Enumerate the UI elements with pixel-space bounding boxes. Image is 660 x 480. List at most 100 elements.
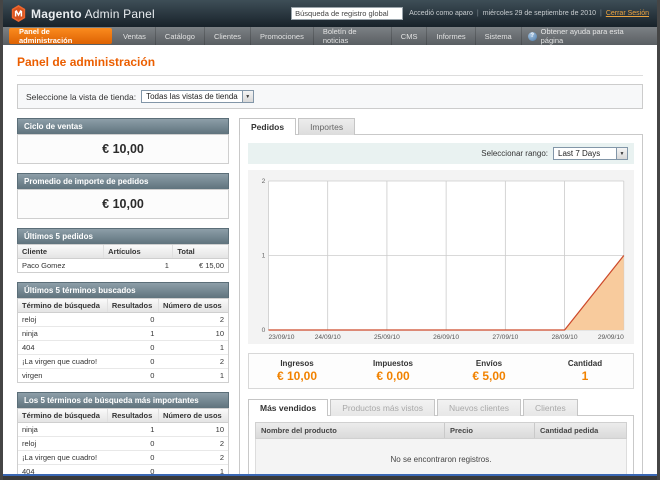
lifetime-sales-value: € 10,00 (102, 142, 144, 156)
svg-text:27/09/10: 27/09/10 (492, 334, 518, 341)
window-bottom-frame (3, 476, 657, 480)
nav-items: Panel de administración Ventas Catálogo Cli… (7, 27, 522, 45)
tab-productos-mas-vistos[interactable]: Productos más vistos (330, 399, 435, 416)
window-bottom-accent (3, 474, 657, 476)
table-cell: 0 (107, 436, 159, 451)
nav-item-cms[interactable]: CMS (392, 27, 428, 45)
dashboard-content: Panel de administración Seleccione la vi… (3, 45, 657, 474)
tab-importes[interactable]: Importes (298, 118, 356, 135)
help-link-label: Obtener ayuda para esta página (540, 27, 624, 45)
last-search-terms-title: Últimos 5 términos buscados (17, 282, 229, 298)
table-cell: reloj (18, 312, 108, 327)
table-cell: 1 (158, 368, 228, 382)
svg-text:24/09/10: 24/09/10 (315, 334, 341, 341)
table-cell: 10 (158, 422, 228, 437)
global-search-input[interactable] (291, 7, 404, 20)
nav-item-sistema[interactable]: Sistema (476, 27, 522, 45)
table-cell: 0 (107, 312, 159, 327)
store-view-switcher: Seleccione la vista de tienda: Todas las… (17, 84, 643, 109)
column-price: Precio (444, 423, 534, 438)
average-orders-title: Promedio de importe de pedidos (17, 173, 229, 189)
tab-clientes[interactable]: Clientes (523, 399, 578, 416)
svg-text:25/09/10: 25/09/10 (374, 334, 400, 341)
svg-text:23/09/10: 23/09/10 (268, 334, 294, 341)
nav-item-informes[interactable]: Informes (427, 27, 476, 45)
svg-text:1: 1 (262, 253, 266, 260)
range-selector-bar: Seleccionar rango: Last 7 Days ▼ (248, 143, 634, 164)
stat-label: Cantidad (567, 359, 603, 368)
table-cell: reloj (18, 436, 108, 451)
nav-item-boletin-de-noticias[interactable]: Boletín de noticias (314, 27, 392, 45)
table-cell: 0 (107, 340, 159, 355)
table-cell: virgen (18, 368, 108, 382)
stat-cantidad: Cantidad 1 (537, 359, 633, 383)
table-cell: 0 (107, 464, 159, 474)
top-search-terms-table: Término de búsqueda Resultados Número de u… (18, 409, 228, 474)
tab-mas-vendidos[interactable]: Más vendidos (248, 399, 329, 417)
table-row: Paco Gomez 1 € 15,00 (18, 258, 228, 272)
chart-tabs: Pedidos Importes (239, 118, 643, 136)
store-view-select[interactable]: Todas las vistas de tienda ▼ (141, 90, 254, 103)
orders-chart-panel: Seleccionar rango: Last 7 Days ▼ 0 1 2 23/0… (239, 134, 643, 474)
bottom-tabs: Más vendidos Productos más vistos Nuevos c… (248, 399, 634, 417)
column-cliente: Cliente (18, 245, 105, 259)
table-row: ¡La virgen que cuadro! 0 2 (18, 354, 228, 369)
column-termino-de-busqueda: Término de búsqueda (18, 409, 108, 423)
table-cell: ¡La virgen que cuadro! (18, 450, 108, 465)
nav-item-ventas[interactable]: Ventas (114, 27, 156, 45)
nav-item-promociones[interactable]: Promociones (251, 27, 314, 45)
table-cell: 2 (158, 450, 228, 465)
table-cell: 1 (158, 340, 228, 355)
table-cell: Paco Gomez (18, 258, 104, 272)
lifetime-sales-title: Ciclo de ventas (17, 118, 229, 134)
table-cell: 404 (18, 464, 108, 474)
tab-pedidos[interactable]: Pedidos (239, 118, 297, 136)
store-view-label: Seleccione la vista de tienda: (26, 91, 137, 102)
stat-value: € 5,00 (472, 369, 506, 383)
magento-logo: Magento Admin Panel (11, 5, 155, 22)
nav-item-panel-de-administracion[interactable]: Panel de administración (9, 27, 112, 45)
table-cell: 0 (107, 368, 159, 382)
table-cell: ninja (18, 422, 108, 437)
top-search-terms-title: Los 5 términos de búsqueda más important… (17, 392, 229, 408)
nav-item-clientes[interactable]: Clientes (205, 27, 252, 45)
help-globe-icon: ? (527, 31, 537, 41)
table-cell: 404 (18, 340, 108, 355)
stat-value: 1 (581, 369, 589, 383)
top-header: Magento Admin Panel Accedió como aparo |… (3, 0, 657, 27)
table-row: ¡La virgen que cuadro! 0 2 (18, 450, 228, 465)
title-divider (17, 75, 643, 76)
dashboard-left-column: Ciclo de ventas € 10,00 Promedio de impo… (17, 118, 229, 474)
nav-item-catalogo[interactable]: Catálogo (156, 27, 205, 45)
stat-value: € 10,00 (276, 369, 318, 383)
table-cell: 2 (158, 436, 228, 451)
svg-text:0: 0 (262, 327, 266, 334)
column-numero-de-usos: Número de usos (158, 409, 228, 423)
orders-chart: 0 1 2 23/09/10 24/09/10 25/09/10 26/09/10 27/09… (248, 170, 634, 344)
range-label: Seleccionar rango: (481, 149, 548, 158)
magento-logo-icon (11, 5, 26, 22)
main-nav: Panel de administración Ventas Catálogo Cli… (3, 27, 657, 45)
svg-text:26/09/10: 26/09/10 (433, 334, 459, 341)
help-link[interactable]: ? Obtener ayuda para esta página (522, 27, 653, 45)
column-resultados: Resultados (107, 299, 159, 313)
chevron-down-icon: ▼ (616, 148, 627, 159)
chevron-down-icon: ▼ (241, 91, 253, 102)
table-row: reloj 0 2 (18, 436, 228, 451)
logout-link[interactable]: Cerrar Sesión (605, 10, 649, 17)
range-select[interactable]: Last 7 Days ▼ (553, 147, 628, 160)
stat-label: Ingresos (280, 359, 314, 368)
svg-text:28/09/10: 28/09/10 (552, 334, 578, 341)
lifetime-sales-box: Ciclo de ventas € 10,00 (17, 118, 229, 164)
table-cell: 2 (158, 354, 228, 369)
top-search-terms-box: Los 5 términos de búsqueda más important… (17, 392, 229, 474)
stat-label: Envíos (475, 359, 503, 368)
last-orders-title: Últimos 5 pedidos (17, 228, 229, 244)
tab-nuevos-clientes[interactable]: Nuevos clientes (437, 399, 522, 416)
totals-bar: Ingresos € 10,00 Impuestos € 0,00 Envíos € 5,… (248, 353, 634, 389)
column-articulos: Artículos (103, 245, 174, 259)
table-row: 404 0 1 (18, 464, 228, 474)
table-row: reloj 0 2 (18, 312, 228, 327)
stat-label: Impuestos (372, 359, 413, 368)
